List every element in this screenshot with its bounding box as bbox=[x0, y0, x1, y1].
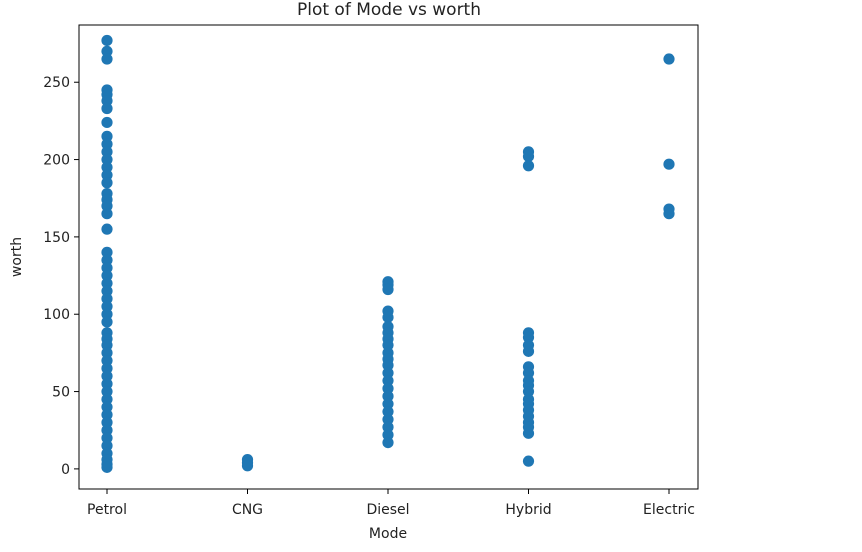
data-point bbox=[522, 345, 535, 357]
data-point bbox=[101, 285, 113, 297]
data-point bbox=[663, 53, 675, 65]
x-axis: Petrol CNG Diesel Hybrid Electric bbox=[87, 489, 695, 518]
data-point bbox=[101, 277, 113, 289]
data-point bbox=[101, 138, 113, 150]
data-point bbox=[382, 429, 394, 441]
data-point bbox=[382, 367, 394, 379]
data-point bbox=[101, 53, 113, 65]
y-tick-label: 200 bbox=[43, 153, 70, 169]
data-point bbox=[382, 359, 394, 371]
data-point bbox=[101, 116, 113, 129]
data-point bbox=[382, 375, 394, 387]
x-tick-label: Petrol bbox=[87, 502, 127, 518]
data-point bbox=[101, 130, 113, 142]
data-point bbox=[101, 223, 113, 235]
data-point bbox=[663, 208, 675, 220]
y-tick-label: 150 bbox=[43, 230, 70, 246]
y-axis: 0 50 100 150 200 250 bbox=[43, 75, 79, 478]
data-point bbox=[101, 254, 113, 266]
y-tick-label: 50 bbox=[52, 385, 70, 401]
data-point bbox=[382, 398, 394, 410]
data-point bbox=[101, 262, 113, 274]
data-point bbox=[382, 390, 394, 402]
y-axis-label: worth bbox=[9, 237, 25, 277]
data-point bbox=[101, 293, 113, 305]
y-tick-label: 250 bbox=[43, 75, 70, 91]
data-point bbox=[101, 269, 113, 282]
x-tick-label: CNG bbox=[232, 502, 263, 518]
data-point bbox=[101, 102, 113, 115]
data-point bbox=[382, 339, 394, 351]
data-point bbox=[101, 34, 113, 47]
data-point bbox=[101, 153, 113, 166]
data-point bbox=[101, 378, 113, 390]
data-point bbox=[101, 146, 113, 158]
data-point bbox=[101, 169, 113, 181]
data-point bbox=[663, 158, 675, 170]
data-point bbox=[382, 413, 394, 425]
data-point bbox=[101, 45, 113, 57]
data-point bbox=[382, 421, 394, 433]
data-point bbox=[522, 427, 535, 439]
data-point bbox=[101, 370, 113, 382]
data-point bbox=[101, 416, 113, 429]
x-tick-label: Electric bbox=[643, 502, 695, 518]
data-point bbox=[101, 208, 113, 220]
data-points bbox=[101, 34, 675, 473]
data-point bbox=[382, 283, 394, 296]
data-point bbox=[101, 246, 113, 258]
data-point bbox=[101, 424, 113, 436]
data-point bbox=[382, 382, 394, 395]
data-point bbox=[382, 406, 394, 418]
data-point bbox=[101, 409, 113, 421]
data-point bbox=[101, 347, 113, 359]
data-point bbox=[101, 161, 113, 173]
data-point bbox=[101, 339, 113, 351]
data-point bbox=[101, 362, 113, 374]
data-point bbox=[101, 461, 113, 473]
chart-title: Plot of Mode vs worth bbox=[297, 0, 481, 20]
data-point bbox=[101, 401, 113, 413]
data-point bbox=[101, 308, 113, 320]
data-point bbox=[522, 385, 535, 398]
x-axis-label: Mode bbox=[369, 526, 407, 542]
data-point bbox=[241, 460, 254, 472]
data-point bbox=[101, 316, 113, 328]
x-tick-label: Diesel bbox=[366, 502, 409, 518]
y-tick-label: 0 bbox=[61, 462, 70, 478]
data-point bbox=[101, 432, 113, 444]
x-tick-label: Hybrid bbox=[505, 502, 551, 518]
data-point bbox=[101, 300, 113, 313]
data-point bbox=[101, 95, 113, 107]
data-point bbox=[101, 177, 113, 189]
data-point bbox=[101, 393, 113, 405]
data-point bbox=[382, 311, 394, 323]
y-tick-label: 100 bbox=[43, 307, 70, 323]
data-point bbox=[101, 385, 113, 398]
data-point bbox=[101, 440, 113, 452]
data-point bbox=[522, 150, 535, 163]
data-point bbox=[382, 437, 394, 449]
data-point bbox=[522, 331, 535, 344]
data-point bbox=[101, 355, 113, 367]
data-point bbox=[522, 367, 535, 379]
data-point bbox=[522, 160, 535, 172]
data-point bbox=[522, 455, 535, 467]
data-point bbox=[101, 200, 113, 212]
